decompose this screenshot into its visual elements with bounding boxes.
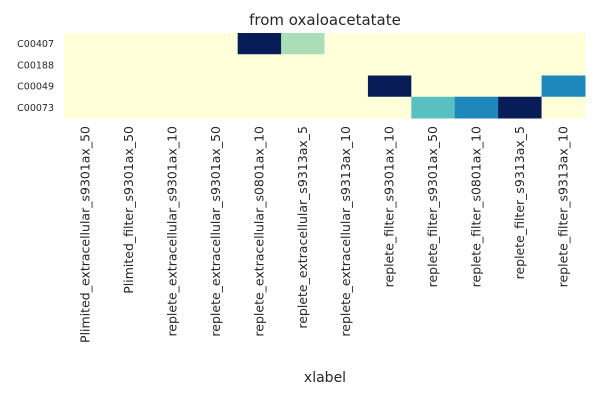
y-tick-label: C00049 [17, 82, 54, 93]
y-tick-labels: C00407 C00188 C00049 C00073 [17, 39, 54, 114]
heatmap-cell [411, 75, 456, 98]
heatmap-cell [107, 54, 152, 76]
heatmap-cell [107, 33, 152, 55]
heatmap-cell [541, 96, 586, 119]
heatmap-cell [150, 96, 195, 119]
heatmap-cell [454, 96, 499, 119]
y-tick-label: C00407 [17, 39, 54, 50]
heatmap-cell [454, 33, 499, 55]
heatmap-cell [324, 54, 369, 76]
heatmap-cell [281, 54, 325, 76]
heatmap-cell [324, 33, 369, 55]
heatmap-cell [281, 75, 325, 98]
heatmap-cell [194, 96, 239, 119]
x-tick-label: replete_extracellular_s0801ax_10 [251, 126, 266, 337]
y-tick-label: C00073 [17, 103, 54, 114]
heatmap-cell [150, 75, 195, 98]
heatmap-cell [541, 75, 586, 98]
heatmap-cell [367, 96, 412, 119]
heatmap-cell [64, 54, 108, 76]
heatmap-cell [107, 75, 152, 98]
x-tick-label: Plimited_extracellular_s9301ax_50 [78, 126, 93, 343]
heatmap-cell [454, 75, 499, 98]
x-axis-label: xlabel [304, 370, 346, 386]
y-tick-label: C00188 [17, 60, 54, 71]
heatmap-cell [64, 96, 108, 119]
heatmap-cell [367, 33, 412, 55]
heatmap-cell [541, 33, 586, 55]
x-tick-label: replete_filter_s9313ax_10 [555, 126, 570, 287]
heatmap-cell [411, 54, 456, 76]
x-tick-label: Plimited_filter_s9301ax_50 [121, 126, 136, 294]
heatmap-cell [411, 33, 456, 55]
heatmap-cell [237, 75, 282, 98]
heatmap-cell [498, 33, 543, 55]
heatmap-cell [367, 54, 412, 76]
heatmap-cell [367, 75, 412, 98]
heatmap-cell [498, 75, 543, 98]
heatmap-cell [150, 54, 195, 76]
heatmap-cell [498, 54, 543, 76]
x-tick-label: replete_filter_s0801ax_10 [468, 126, 483, 287]
heatmap-cell [194, 75, 239, 98]
heatmap-cell [194, 54, 239, 76]
heatmap-cell [454, 54, 499, 76]
heatmap-cell [498, 96, 543, 119]
heatmap-cell [324, 75, 369, 98]
heatmap-cell [541, 54, 586, 76]
x-tick-label: replete_filter_s9313ax_5 [512, 126, 527, 279]
heatmap-cell [411, 96, 456, 119]
heatmap-cell [64, 75, 108, 98]
chart-title: from oxaloacetatate [249, 11, 401, 29]
heatmap-cell [324, 96, 369, 119]
heatmap-cells [64, 33, 586, 119]
heatmap-cell [281, 33, 325, 55]
heatmap-cell [150, 33, 195, 55]
heatmap-cell [237, 96, 282, 119]
x-tick-label: replete_extracellular_s9301ax_50 [208, 126, 223, 337]
heatmap-cell [107, 96, 152, 119]
heatmap-cell [237, 33, 282, 55]
x-tick-label: replete_filter_s9301ax_10 [382, 126, 397, 287]
heatmap-cell [237, 54, 282, 76]
heatmap-cell [281, 96, 325, 119]
heatmap-cell [64, 33, 108, 55]
x-tick-label: replete_filter_s9301ax_50 [425, 126, 440, 287]
x-tick-label: replete_extracellular_s9301ax_10 [165, 126, 180, 337]
x-tick-label: replete_extracellular_s9313ax_5 [295, 126, 310, 329]
heatmap-cell [194, 33, 239, 55]
x-tick-labels: Plimited_extracellular_s9301ax_50 Plimite… [78, 126, 571, 343]
x-tick-label: replete_extracellular_s9313ax_10 [338, 126, 353, 337]
